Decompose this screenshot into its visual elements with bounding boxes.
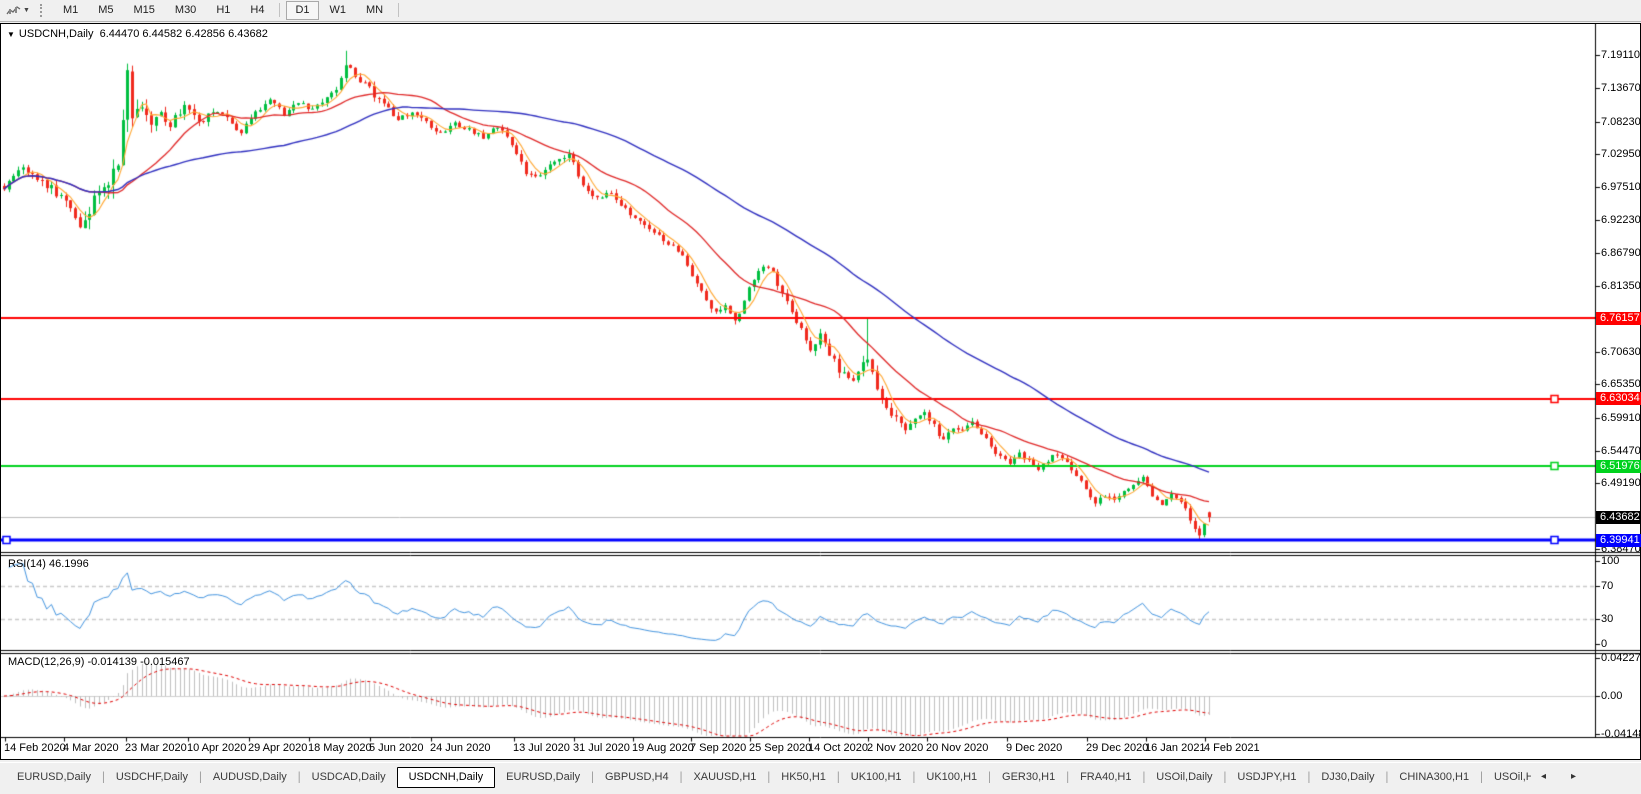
tab-separator: | xyxy=(912,770,916,784)
timeframe-button-mn[interactable]: MN xyxy=(366,4,384,16)
chart-tab-usoil-daily[interactable]: USOil,Daily xyxy=(1156,771,1213,783)
chart-tab-usoil-h1[interactable]: USOil,H1 xyxy=(1493,771,1531,783)
toolbar-separator xyxy=(398,3,400,18)
tab-separator: | xyxy=(1307,770,1311,784)
tab-separator: | xyxy=(1142,770,1146,784)
tab-scroll-left-button[interactable]: ◂ xyxy=(1541,771,1547,782)
chart-tab-usdcnh-daily[interactable]: USDCNH,Daily xyxy=(396,767,496,788)
chart-tab-uk100-h1[interactable]: UK100,H1 xyxy=(926,771,978,783)
toolbar-separator xyxy=(279,3,281,18)
top-toolbar: ▼ M1 M5 M15 M30 H1 H4 D1 W1 MN xyxy=(0,0,1641,22)
chart-cursor-tool-icon[interactable] xyxy=(4,3,22,19)
chart-tab-hk50-h1[interactable]: HK50,H1 xyxy=(781,771,826,783)
chart-tab-ger30-h1[interactable]: GER30,H1 xyxy=(1002,771,1056,783)
timeframe-button-m5[interactable]: M5 xyxy=(98,4,114,16)
chart-tab-bar: EURUSD,Daily | USDCHF,Daily | AUDUSD,Daily | U… xyxy=(0,762,1641,794)
timeframe-button-m15[interactable]: M15 xyxy=(133,4,155,16)
timeframe-button-d1[interactable]: D1 xyxy=(286,1,319,20)
chart-tab-china300-h1[interactable]: CHINA300,H1 xyxy=(1399,771,1470,783)
tab-scroll-right-button[interactable]: ▸ xyxy=(1571,771,1577,782)
toolbar-grip[interactable] xyxy=(39,4,45,17)
chart-tab-xauusd-h1[interactable]: XAUUSD,H1 xyxy=(693,771,757,783)
chart-tab-gbpusd-h4[interactable]: GBPUSD,H4 xyxy=(605,771,669,783)
tab-separator: | xyxy=(767,770,771,784)
tab-separator: | xyxy=(1480,770,1483,784)
timeframe-button-m1[interactable]: M1 xyxy=(62,4,79,16)
chart-tab-usdjpy-h1[interactable]: USDJPY,H1 xyxy=(1237,771,1297,783)
tab-separator: | xyxy=(836,770,840,784)
tab-separator: | xyxy=(297,770,301,784)
tab-separator: | xyxy=(591,770,594,784)
timeframe-button-h1[interactable]: H1 xyxy=(216,4,231,16)
timeframe-button-m30[interactable]: M30 xyxy=(174,4,197,16)
chart-tab-eurusd-daily[interactable]: EURUSD,Daily xyxy=(17,771,91,783)
tab-separator: | xyxy=(679,770,683,784)
tab-separator: | xyxy=(1066,770,1070,784)
chart-tab-usdchf-daily[interactable]: USDCHF,Daily xyxy=(115,771,188,783)
tab-separator: | xyxy=(1385,770,1389,784)
chart-tab-eurusd-daily[interactable]: EURUSD,Daily xyxy=(506,771,581,783)
chart-tab-audusd-daily[interactable]: AUDUSD,Daily xyxy=(212,771,287,783)
timeframe-button-h4[interactable]: H4 xyxy=(250,4,265,16)
chart-tab-fra40-h1[interactable]: FRA40,H1 xyxy=(1080,771,1132,783)
tab-separator: | xyxy=(988,770,992,784)
tool-dropdown-arrow-icon[interactable]: ▼ xyxy=(23,7,30,14)
chart-tab-usdcad-daily[interactable]: USDCAD,Daily xyxy=(311,771,386,783)
tab-separator: | xyxy=(1223,770,1227,784)
chart-tab-dj30-daily[interactable]: DJ30,Daily xyxy=(1321,771,1375,783)
chart-tabs: EURUSD,Daily | USDCHF,Daily | AUDUSD,Daily | U… xyxy=(6,767,1531,789)
chart-window: ▼ USDCNH,Daily 6.44470 6.44582 6.42856 6.… xyxy=(0,23,1641,760)
chart-canvas[interactable] xyxy=(1,24,1640,759)
timeframe-button-w1[interactable]: W1 xyxy=(329,4,347,16)
tab-separator: | xyxy=(101,770,105,784)
tab-separator: | xyxy=(198,770,202,784)
timeframe-button-group: M1 M5 M15 M30 H1 H4 D1 W1 MN xyxy=(53,1,404,20)
chart-tab-uk100-h1[interactable]: UK100,H1 xyxy=(850,771,902,783)
